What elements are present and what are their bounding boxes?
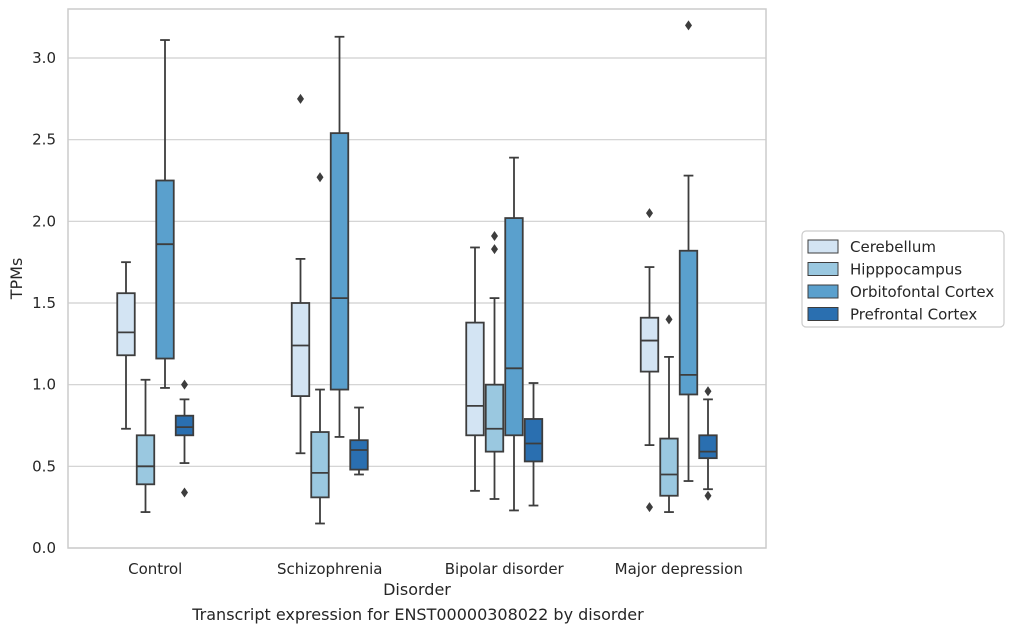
x-tick-label: Schizophrenia — [277, 560, 382, 578]
y-axis-label: TPMs — [7, 258, 26, 301]
box-prefrontal-cortex — [698, 434, 718, 460]
outlier-point — [646, 502, 653, 513]
outlier-point — [181, 487, 188, 498]
outlier-point — [646, 208, 653, 219]
legend-entry: Orbitofontal Cortex — [850, 283, 994, 301]
outlier-point — [704, 490, 712, 501]
legend-box — [801, 230, 1005, 328]
box-prefrontal-cortex — [349, 439, 369, 471]
outlier-point — [665, 314, 673, 325]
box-hipppocampus — [659, 437, 679, 497]
outlier-point — [181, 379, 188, 390]
outlier-point — [491, 244, 498, 255]
box-prefrontal-cortex — [523, 418, 544, 463]
x-tick-label: Bipolar disorder — [445, 560, 565, 578]
x-tick-label: Control — [128, 560, 182, 578]
box-orbitofontal-cortex — [504, 217, 524, 437]
box-prefrontal-cortex — [174, 414, 195, 437]
outlier-point — [685, 20, 692, 31]
y-tick-label: 0.5 — [32, 457, 56, 475]
plot-frame — [67, 8, 767, 549]
y-tick-label: 1.5 — [32, 294, 56, 312]
box-orbitofontal-cortex — [155, 179, 175, 360]
legend-swatch — [807, 239, 839, 254]
x-axis-label: Disorder — [383, 580, 451, 599]
box-cerebellum — [465, 321, 485, 437]
legend-entry: Hipppocampus — [850, 261, 962, 279]
y-tick-label: 1.0 — [32, 376, 56, 394]
box-hipppocampus — [135, 434, 156, 486]
legend-entry: Cerebellum — [850, 238, 936, 256]
y-tick-label: 3.0 — [32, 49, 56, 67]
box-hipppocampus — [310, 431, 330, 499]
box-orbitofontal-cortex — [678, 249, 699, 396]
legend-swatch — [807, 307, 839, 321]
box-cerebellum — [116, 292, 136, 357]
legend-swatch — [807, 262, 839, 276]
box-hipppocampus — [484, 383, 505, 453]
outlier-point — [491, 231, 498, 242]
outlier-point — [316, 172, 324, 183]
box-orbitofontal-cortex — [329, 132, 350, 391]
box-cerebellum — [639, 316, 660, 373]
outlier-point — [297, 93, 304, 104]
y-tick-label: 2.0 — [32, 212, 56, 230]
x-tick-label: Major depression — [615, 560, 743, 578]
figure-caption: Transcript expression for ENST0000030802… — [192, 605, 644, 624]
outlier-point — [704, 386, 712, 397]
legend-swatch — [807, 284, 839, 299]
y-tick-label: 0.0 — [32, 539, 56, 557]
y-tick-label: 2.5 — [32, 131, 56, 149]
box-cerebellum — [290, 302, 311, 397]
legend-entry: Prefrontal Cortex — [850, 306, 977, 324]
